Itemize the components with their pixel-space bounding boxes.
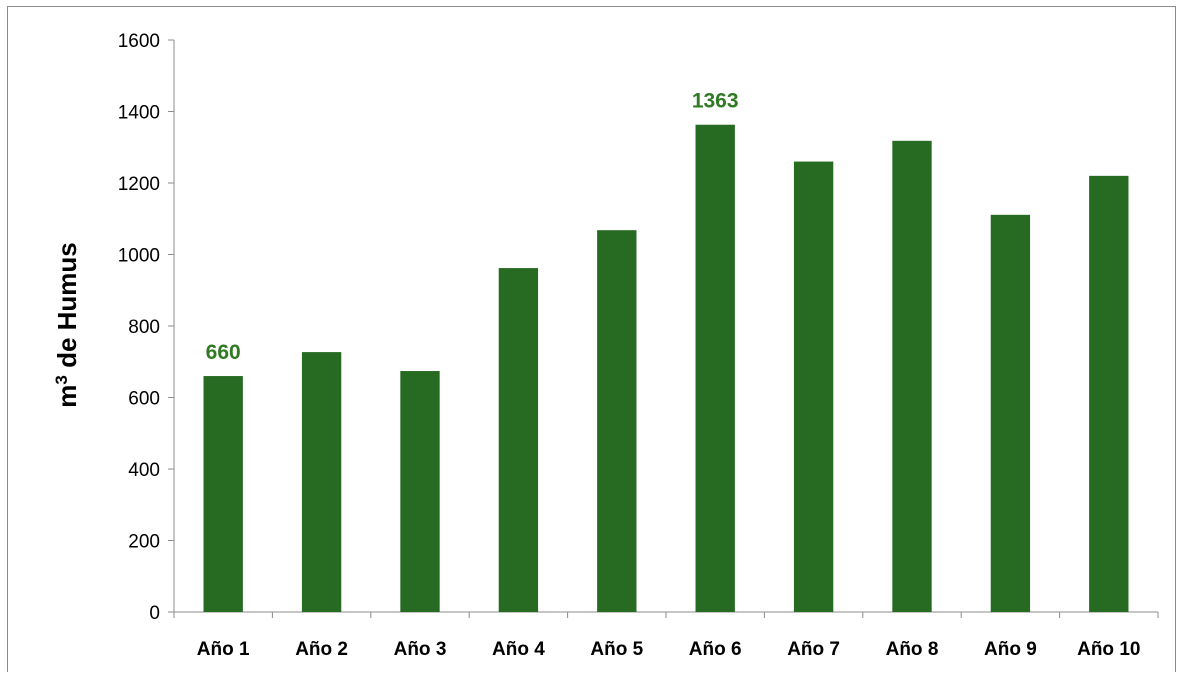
bar	[1089, 175, 1129, 612]
y-tick-label: 400	[128, 460, 160, 481]
bar	[301, 352, 342, 612]
bar-data-label: 660	[206, 341, 241, 364]
bar	[990, 214, 1031, 612]
bar	[498, 268, 539, 612]
bars	[203, 124, 1129, 613]
y-axis-title-rest: de Humus	[52, 242, 82, 375]
x-category-label: Año 8	[886, 639, 939, 660]
chart-frame	[7, 6, 1176, 672]
x-category-label: Año 5	[590, 639, 643, 660]
y-axis-title-main: m	[52, 385, 82, 408]
bar	[597, 230, 637, 612]
bar	[695, 124, 735, 612]
y-tick-label: 600	[128, 389, 160, 410]
bar	[400, 371, 440, 612]
y-tick-label: 200	[128, 532, 160, 553]
bar-data-label: 1363	[692, 90, 739, 113]
bar	[793, 161, 834, 613]
y-axis: 0 200 400 600 800 1000 1200 1400 1600	[118, 31, 175, 624]
x-category-label: Año 1	[197, 639, 250, 660]
bar	[203, 376, 243, 612]
x-category-label: Año 10	[1077, 639, 1140, 660]
x-category-label: Año 4	[492, 639, 545, 660]
data-labels: 660 1363	[206, 90, 739, 364]
y-axis-title-superscript: 3	[52, 375, 71, 384]
y-tick-label: 800	[128, 317, 160, 338]
x-axis: Año 1 Año 2 Año 3 Año 4 Año 5 Año 6 Año 7 Año 8…	[173, 611, 1159, 660]
y-tick-label: 1000	[118, 246, 160, 267]
y-tick-label: 1400	[118, 103, 160, 124]
x-category-label: Año 9	[984, 639, 1037, 660]
bar	[892, 140, 932, 612]
x-category-label: Año 3	[394, 639, 447, 660]
y-tick-label: 1200	[118, 174, 160, 195]
x-category-label: Año 6	[689, 639, 742, 660]
y-tick-label: 1600	[118, 31, 160, 52]
x-category-label: Año 7	[787, 639, 840, 660]
y-tick-label: 0	[149, 603, 160, 624]
x-category-label: Año 2	[295, 639, 348, 660]
y-axis-title: m3 de Humus	[52, 242, 83, 408]
